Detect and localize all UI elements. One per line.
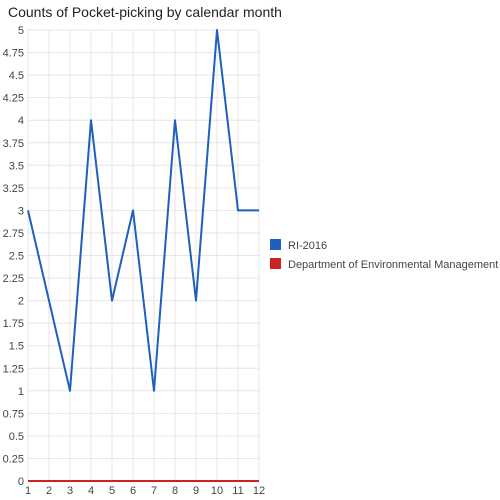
y-tick-label: 2.5	[9, 251, 24, 263]
y-tick-label: 0.25	[3, 453, 24, 465]
y-tick-label: 2	[18, 296, 24, 308]
y-tick-label: 1	[18, 386, 24, 398]
y-tick-label: 1.75	[3, 318, 24, 330]
x-tick-label: 8	[172, 485, 178, 497]
y-tick-label: 3.25	[3, 183, 24, 195]
legend: RI-2016 Department of Environmental Manag…	[270, 239, 498, 271]
y-tick-label: 4.5	[9, 70, 24, 82]
x-tick-label: 3	[67, 485, 73, 497]
grid-lines	[27, 29, 260, 482]
x-tick-label: 11	[232, 485, 243, 497]
y-axis-ticks: 0 0.25 0.5 0.75 1 1.25 1.5 1.75 2 2.25 2.5 2.75 3 3.2…	[3, 25, 24, 488]
y-tick-label: 4	[18, 115, 24, 127]
y-tick-label: 3.5	[9, 160, 24, 172]
x-tick-label: 6	[130, 485, 136, 497]
y-tick-label: 1.25	[3, 363, 24, 375]
x-tick-label: 12	[253, 485, 265, 497]
legend-swatch	[270, 258, 281, 269]
x-tick-label: 5	[109, 485, 115, 497]
y-tick-label: 0.5	[9, 431, 24, 443]
y-tick-label: 2.25	[3, 273, 24, 285]
y-tick-label: 3.75	[3, 138, 24, 150]
series-lines	[27, 29, 259, 482]
y-tick-label: 0.75	[3, 408, 24, 420]
y-tick-label: 4.25	[3, 93, 24, 105]
x-tick-label: 1	[25, 485, 31, 497]
x-tick-label: 10	[211, 485, 223, 497]
y-tick-label: 2.75	[3, 228, 24, 240]
y-tick-label: 3	[18, 205, 24, 217]
x-tick-label: 7	[151, 485, 157, 497]
legend-label: Department of Environmental Management	[288, 259, 498, 271]
y-tick-label: 5	[18, 25, 24, 37]
x-tick-label: 9	[193, 485, 199, 497]
y-tick-label: 1.5	[9, 341, 24, 353]
series-line-0	[27, 29, 259, 392]
legend-label: RI-2016	[288, 240, 327, 252]
x-tick-label: 2	[46, 485, 52, 497]
legend-swatch	[270, 239, 281, 250]
chart-title: Counts of Pocket-picking by calendar mon…	[8, 4, 282, 20]
x-tick-label: 4	[88, 485, 94, 497]
y-tick-label: 0	[18, 476, 24, 488]
x-axis-ticks: 1 2 3 4 5 6 7 8 9 10 11 12	[25, 485, 265, 497]
y-tick-label: 4.75	[3, 48, 24, 60]
